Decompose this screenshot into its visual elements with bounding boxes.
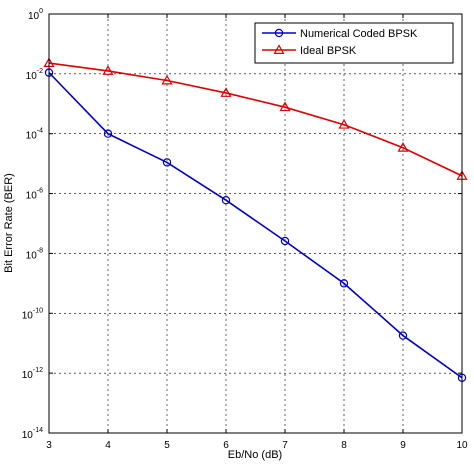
series-layer	[43, 57, 468, 382]
legend-swatch-marker	[273, 44, 285, 54]
x-tick-label: 9	[400, 440, 406, 451]
plot-frame	[48, 13, 463, 434]
legend: Numerical Coded BPSK Ideal BPSK	[254, 22, 454, 64]
y-tick-label: 10-10	[22, 307, 43, 321]
series-line-numerical-coded-bpsk	[48, 72, 463, 379]
y-tick-label: 10-6	[26, 188, 43, 202]
grid-lines	[49, 14, 462, 433]
data-point-ideal-bpsk	[397, 142, 409, 152]
y-tick-label: 10-14	[22, 427, 43, 441]
y-tick-label: 10-8	[26, 247, 43, 261]
y-tick-label: 10-2	[26, 68, 43, 82]
x-axis-label: Eb/No (dB)	[228, 449, 282, 461]
legend-label: Ideal BPSK	[300, 45, 357, 57]
legend-item-numerical-coded-bpsk: Numerical Coded BPSK	[262, 28, 418, 40]
x-tick-label: 6	[223, 440, 229, 451]
legend-item-ideal-bpsk: Ideal BPSK	[262, 44, 357, 57]
plot-background	[49, 14, 462, 433]
x-tick-label: 5	[164, 440, 170, 451]
legend-box	[254, 22, 454, 64]
axis-ticks: 3 4 5 6 7 8 9 10 100 10-2 10-4 10-6 10-8 10-10 10-12 10…	[22, 8, 468, 451]
data-point-numerical-coded-bpsk	[398, 331, 408, 340]
x-tick-label: 3	[46, 440, 52, 451]
series-line-ideal-bpsk	[48, 62, 463, 177]
series-ideal-bpsk	[43, 57, 468, 180]
data-point-numerical-coded-bpsk	[221, 196, 231, 205]
data-point-ideal-bpsk	[279, 101, 291, 112]
x-tick-label: 4	[105, 440, 111, 451]
legend-label: Numerical Coded BPSK	[300, 28, 418, 40]
data-point-numerical-coded-bpsk	[103, 129, 113, 138]
data-point-numerical-coded-bpsk	[280, 236, 290, 246]
legend-swatch-marker	[274, 28, 284, 38]
y-tick-label: 10-12	[22, 367, 43, 381]
y-tick-label: 100	[28, 8, 43, 22]
data-point-numerical-coded-bpsk	[162, 158, 172, 167]
data-point-ideal-bpsk	[102, 65, 114, 75]
x-tick-label: 7	[282, 440, 288, 451]
data-point-ideal-bpsk	[220, 87, 232, 97]
data-point-ideal-bpsk	[338, 118, 350, 129]
y-axis-label: Bit Error Rate (BER)	[3, 173, 15, 273]
data-point-ideal-bpsk	[161, 74, 173, 85]
y-tick-label: 10-4	[26, 128, 43, 142]
x-tick-label: 10	[456, 440, 468, 451]
x-tick-label: 8	[341, 440, 347, 451]
data-point-numerical-coded-bpsk	[339, 279, 349, 288]
